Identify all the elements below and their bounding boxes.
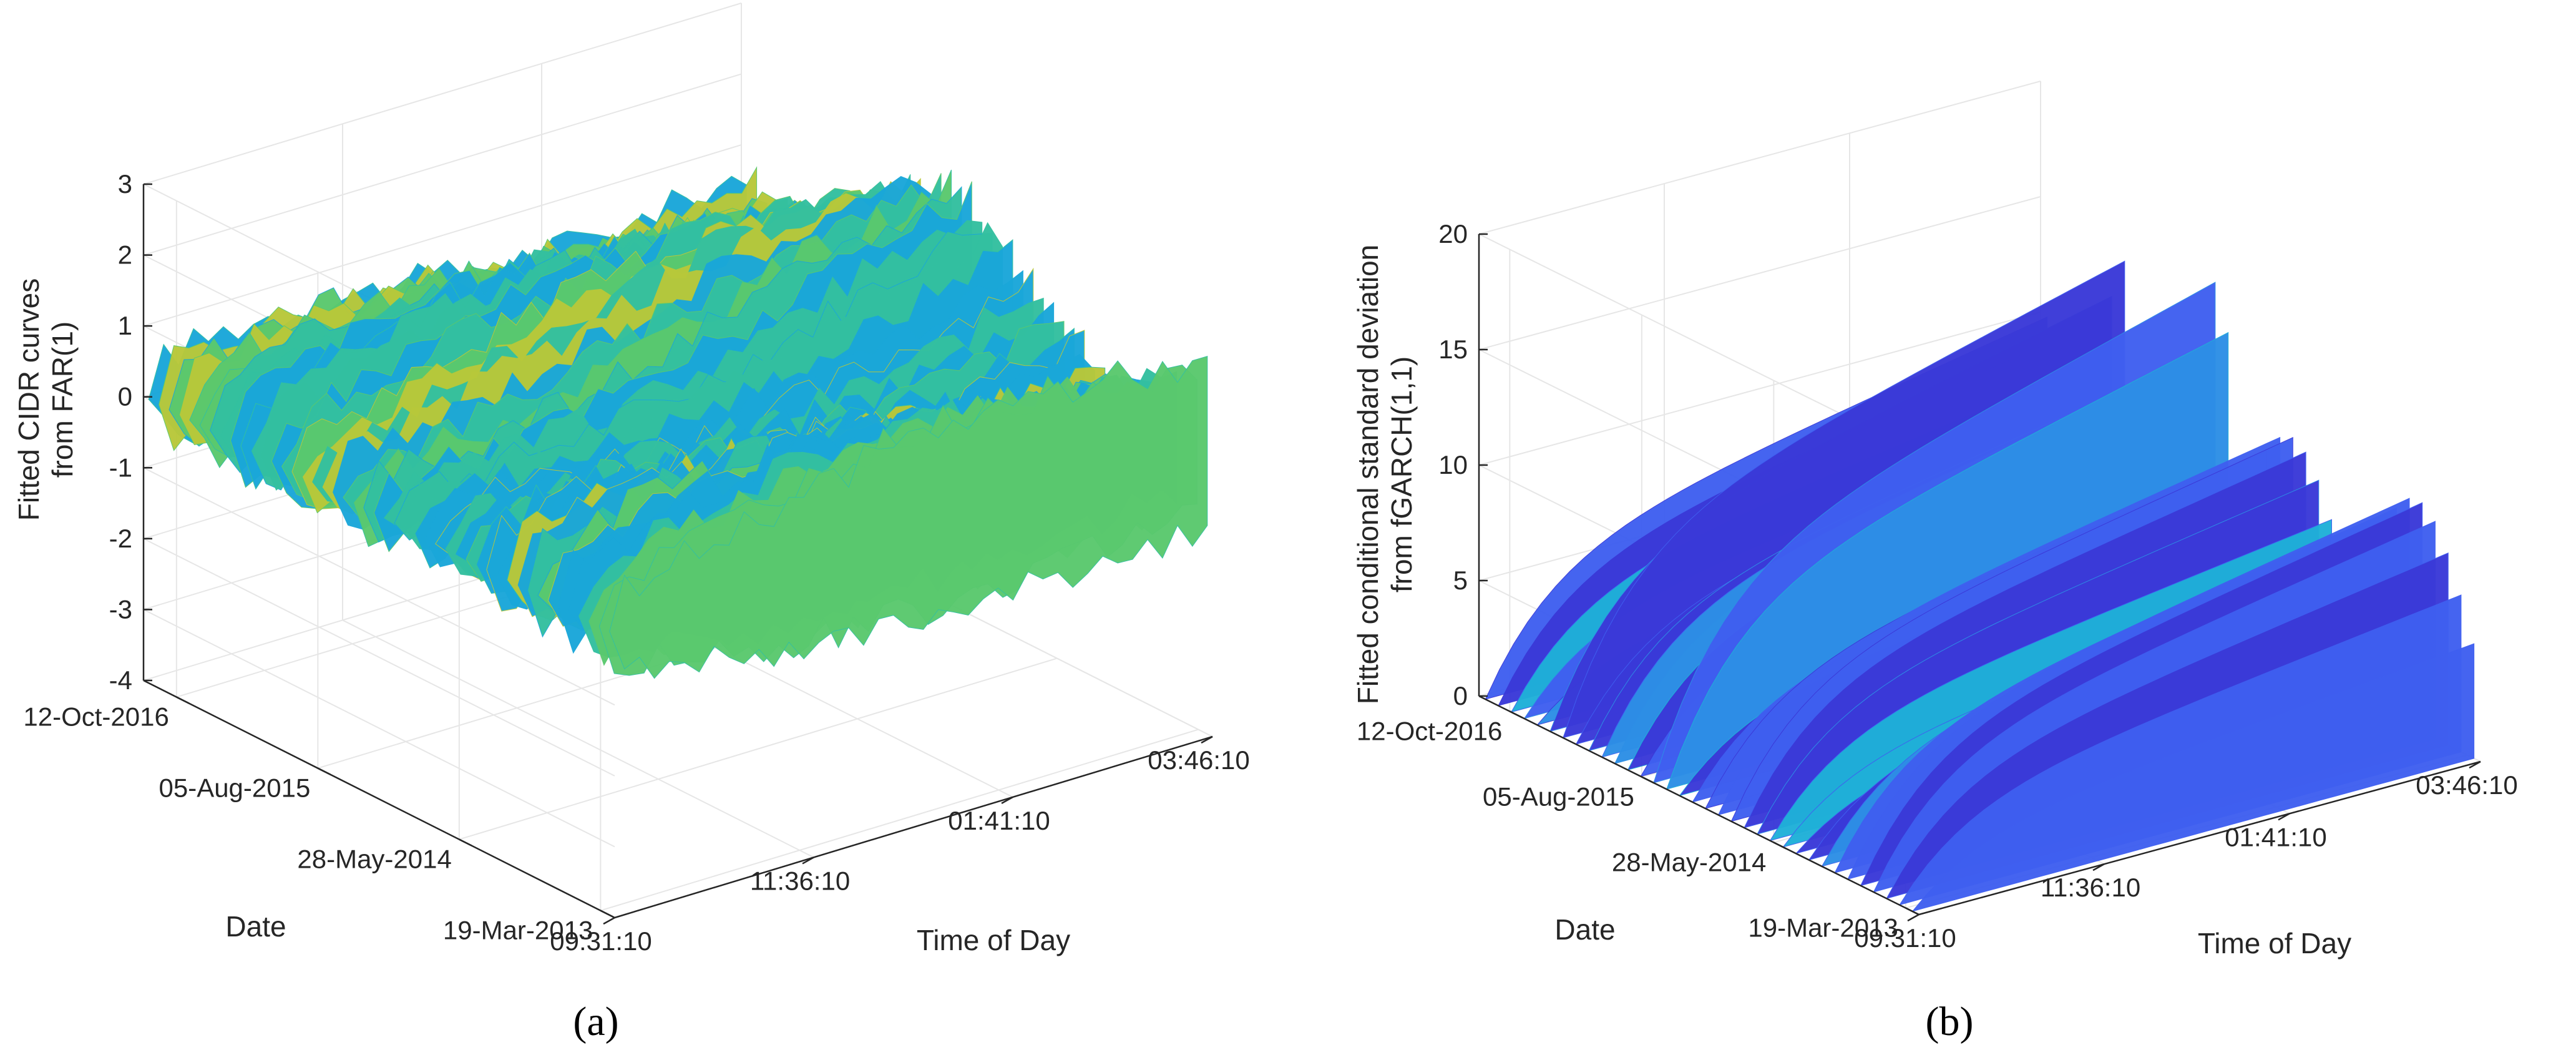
a-z-tick-label: 0 [118,382,132,411]
panel-b-zlabel-line1: Fitted conditional standard deviation [1352,245,1384,704]
b-z-tick-label: 15 [1438,335,1468,364]
a-y-tick-mark [459,838,472,847]
panel-a-axes [142,184,1213,919]
b-y-tick-mark [1641,776,1655,784]
a-surface-ribbon [609,356,1208,679]
b-x-tick-mark [1907,913,1920,922]
b-z-tick-label: 0 [1453,681,1468,710]
a-x-tick-mark [802,856,814,865]
a-y-tick-label: 28-May-2014 [297,845,451,874]
b-x-axis [1918,760,2481,916]
a-x-tick-mark [1201,735,1213,744]
b-z-tick-label: 5 [1453,566,1468,595]
b-y-tick-mark [1509,710,1523,719]
a-x-axis [614,735,1213,919]
panel-b-fgarch-surface-plot: 0 5 10 15 20 09:31:10 11:36:10 01:41:10 03:46:10… [1352,81,2518,1044]
panel-b-tick-labels: 0 5 10 15 20 09:31:10 11:36:10 01:41:10 03:46:10… [1357,219,2518,953]
panel-a-zlabel-line2: from FAR(1) [46,321,79,478]
b-y-axis [1478,695,1920,916]
panel-a-ylabel: Date [225,910,286,943]
panel-b-zlabel-line2: from fGARCH(1,1) [1385,356,1418,592]
a-y-tick-label: 05-Aug-2015 [159,773,310,803]
panel-a-xlabel: Time of Day [917,924,1070,956]
a-y-tick-mark [317,767,331,775]
b-surface-ribbon [1911,643,2475,912]
b-y-tick-mark [1773,842,1787,850]
a-z-tick-label: -2 [109,524,132,553]
b-y-tick-mark [1905,907,1919,915]
panel-a-caption: (a) [573,999,618,1044]
a-x-tick-label: 09:31:10 [550,926,652,956]
b-x-tick-mark [2278,813,2290,821]
panel-b-ylabel: Date [1554,913,1615,946]
a-y-tick-mark [176,696,190,704]
a-y-tick-label: 12-Oct-2016 [23,702,168,732]
b-z-tick-label: 20 [1438,219,1468,248]
b-x-tick-mark [2092,863,2105,871]
panel-a-cidr-surface-plot: -4 -3 -2 -1 0 1 2 3 09:31:10 11:36:10 01:41:10 03:4… [12,2,1250,1044]
a-z-tick-label: 1 [118,311,132,340]
panel-b-xlabel: Time of Day [2198,927,2351,959]
a-z-tick-label: -4 [109,665,132,695]
a-z-tick-label: -3 [109,594,132,624]
a-y-tick-label: 19-Mar-2013 [443,916,593,945]
a-x-tick-label: 11:36:10 [750,866,850,895]
b-y-tick-label: 05-Aug-2015 [1483,782,1634,812]
a-grid-xfloor-1 [342,619,814,858]
b-y-tick-label: 12-Oct-2016 [1357,717,1502,746]
b-x-tick-label: 11:36:10 [2041,873,2140,902]
b-x-tick-label: 01:41:10 [2225,822,2327,851]
b-y-tick-label: 19-Mar-2013 [1748,913,1898,943]
panel-a-tick-labels: -4 -3 -2 -1 0 1 2 3 09:31:10 11:36:10 01:41:10 03:4… [23,169,1249,956]
a-x-tick-label: 03:46:10 [1148,745,1250,775]
a-z-tick-label: -1 [109,453,132,482]
b-x-tick-mark [2469,760,2481,769]
b-x-tick-label: 03:46:10 [2416,770,2518,800]
a-grid-yfloor-0 [600,729,1199,911]
b-y-tick-label: 28-May-2014 [1612,848,1766,877]
a-y-axis [143,679,615,919]
a-z-tick-label: 3 [118,169,132,199]
a-x-tick-mark [603,916,615,925]
panel-a-surface [148,166,1208,679]
b-x-tick-label: 09:31:10 [1854,923,1956,953]
a-grid-yfloor-1 [459,657,1058,840]
a-x-tick-label: 01:41:10 [948,806,1050,835]
a-z-tick-label: 2 [118,240,132,270]
panel-b-surface [1485,260,2475,912]
a-y-tick-mark [600,910,613,918]
a-x-tick-mark [1001,796,1013,804]
panel-a-zlabel-line1: Fitted CIDR curves [12,278,45,521]
b-z-tick-label: 10 [1438,450,1468,479]
panel-b-caption: (b) [1926,999,1974,1044]
